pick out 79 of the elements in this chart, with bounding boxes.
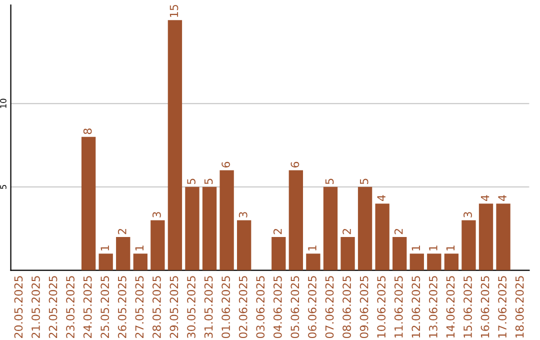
data-label: 3 (238, 212, 248, 218)
x-tick-label: 07.06.2025 (325, 276, 334, 338)
bar (496, 204, 510, 270)
data-label: 5 (360, 178, 368, 184)
bar (168, 20, 182, 270)
x-tick-label: 21.05.2025 (32, 276, 40, 338)
bar (150, 220, 165, 270)
x-tick-label: 23.05.2025 (66, 276, 75, 338)
data-label: 2 (394, 228, 403, 234)
x-tick-label: 17.06.2025 (498, 276, 507, 338)
bar (410, 254, 424, 270)
data-label: 4 (377, 195, 386, 202)
x-tick-label: 24.05.2025 (83, 276, 92, 338)
data-label: 5 (187, 178, 196, 184)
data-label: 2 (118, 228, 126, 234)
bar (185, 186, 200, 270)
data-label: 5 (325, 178, 334, 184)
bar (133, 254, 148, 270)
x-tick-label: 13.06.2025 (428, 276, 438, 338)
x-tick-label: 01.06.2025 (222, 276, 230, 338)
x-tick-label: 10.06.2025 (377, 276, 386, 338)
x-tick-label: 14.06.2025 (446, 276, 455, 338)
x-tick-label: 22.05.2025 (48, 276, 58, 338)
bar (375, 204, 390, 270)
data-label: 1 (100, 246, 109, 250)
bar (392, 236, 407, 270)
bar (81, 136, 96, 270)
bar (427, 254, 442, 270)
data-label: 1 (446, 246, 455, 250)
bar (340, 236, 355, 270)
data-label: 5 (204, 178, 213, 184)
x-tick-label: 18.06.2025 (515, 276, 524, 338)
x-tick-label: 09.06.2025 (360, 276, 368, 338)
x-tick-label: 12.06.2025 (412, 276, 420, 338)
data-label: 3 (464, 212, 472, 218)
bar (358, 186, 372, 270)
bar (323, 186, 338, 270)
bar (478, 204, 494, 270)
x-tick-label: 29.05.2025 (170, 276, 178, 338)
x-tick-label: 11.06.2025 (394, 276, 403, 338)
y-tick-label: 10 (0, 98, 6, 108)
x-tick-label: 05.06.2025 (290, 276, 300, 338)
x-tick-label: 03.06.2025 (256, 276, 265, 338)
data-label: 4 (498, 195, 506, 202)
x-tick-label: 31.05.2025 (204, 276, 213, 338)
bar (462, 220, 476, 270)
bar (98, 254, 113, 270)
x-tick-label: 16.06.2025 (480, 276, 490, 338)
data-label: 6 (222, 162, 230, 168)
bar (288, 170, 304, 270)
x-tick-label: 27.05.2025 (135, 276, 144, 338)
x-tick-label: 25.05.2025 (100, 276, 110, 338)
data-label: 6 (290, 162, 300, 168)
bar (444, 254, 459, 270)
x-tick-label: 02.06.2025 (238, 276, 248, 338)
data-label: 1 (135, 246, 144, 250)
data-label: 1 (429, 246, 438, 250)
bar (220, 170, 234, 270)
data-label: 1 (412, 246, 420, 250)
bar (202, 186, 217, 270)
data-label: 8 (83, 128, 92, 134)
x-tick-label: 15.06.2025 (464, 276, 472, 338)
data-label: 1 (308, 246, 316, 250)
x-tick-label: 04.06.2025 (273, 276, 282, 338)
data-label: 4 (480, 195, 490, 202)
data-label: 2 (342, 228, 351, 234)
bar (116, 236, 130, 270)
x-tick-label: 06.06.2025 (308, 276, 316, 338)
bar (272, 236, 286, 270)
x-tick-label: 08.06.2025 (342, 276, 351, 338)
x-tick-label: 20.05.2025 (14, 276, 23, 338)
bar (236, 220, 252, 270)
data-label: 15 (170, 4, 178, 17)
data-label: 3 (152, 212, 161, 218)
x-tick-label: 26.05.2025 (118, 276, 126, 338)
x-tick-label: 28.05.2025 (152, 276, 161, 338)
bar (306, 254, 320, 270)
data-label: 2 (273, 228, 282, 234)
x-tick-label: 30.05.2025 (187, 276, 196, 338)
